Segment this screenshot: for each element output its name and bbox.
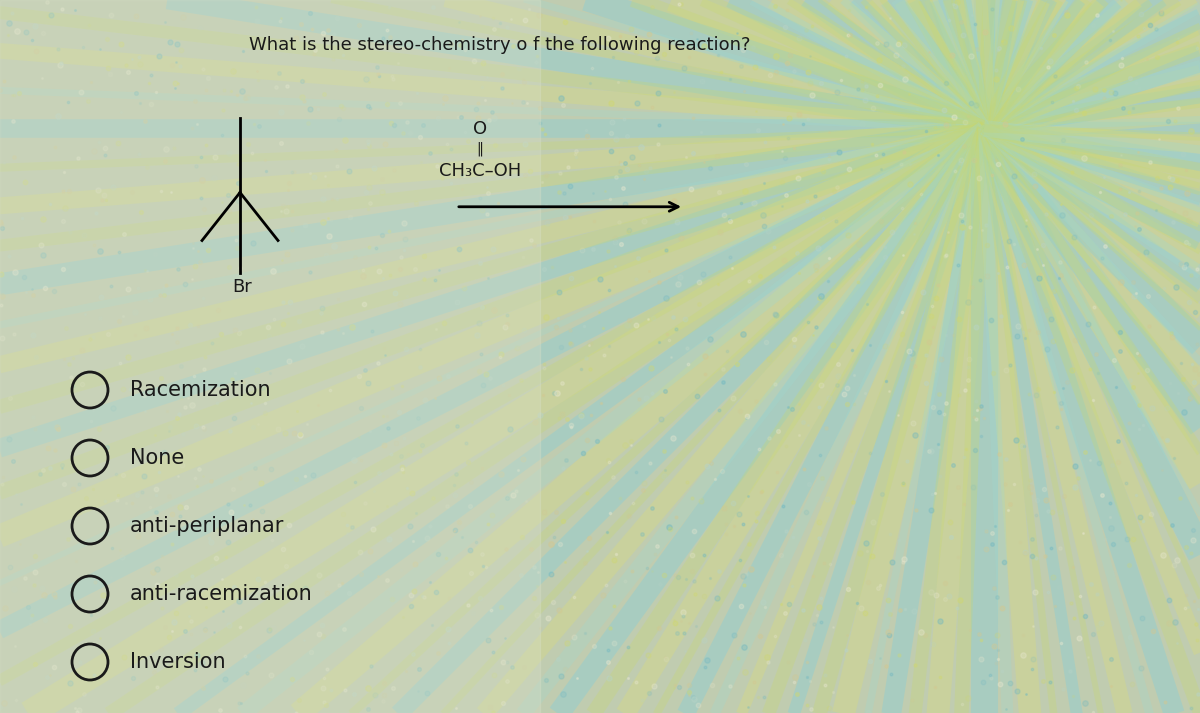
- Text: CH₃C–OH: CH₃C–OH: [439, 162, 521, 180]
- Text: Br: Br: [232, 277, 252, 295]
- Text: ‖: ‖: [476, 142, 484, 156]
- Bar: [0, 0, 540, 713]
- Text: anti-racemization: anti-racemization: [130, 584, 313, 604]
- Text: What is the stereo-chemistry o f the following reaction?: What is the stereo-chemistry o f the fol…: [250, 36, 751, 54]
- Text: Inversion: Inversion: [130, 652, 226, 672]
- Text: Racemization: Racemization: [130, 380, 271, 400]
- Text: anti-periplanar: anti-periplanar: [130, 516, 284, 536]
- Text: None: None: [130, 448, 185, 468]
- Text: O: O: [473, 120, 487, 138]
